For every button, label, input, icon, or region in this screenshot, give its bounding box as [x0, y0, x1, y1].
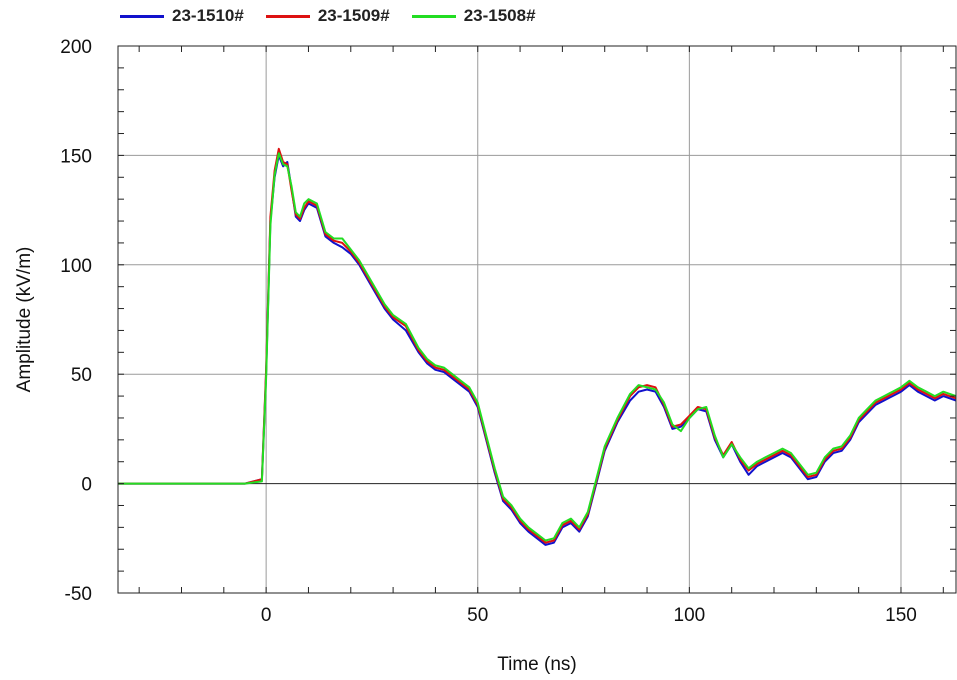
- legend-label-series-3: 23-1508#: [463, 6, 536, 25]
- y-tick-label: 50: [71, 365, 92, 386]
- plot-frame: [117, 45, 957, 594]
- y-axis-title: Amplitude (kV/m): [14, 247, 35, 393]
- x-axis-title: Time (ns): [497, 654, 577, 675]
- series-group: [118, 147, 957, 546]
- legend: 23-1510# 23-1509# 23-1508#: [120, 6, 536, 26]
- y-tick-label: 100: [60, 256, 92, 277]
- x-tick-label: 0: [261, 605, 272, 626]
- grid: [118, 46, 956, 593]
- legend-item-series-2: 23-1509#: [265, 6, 390, 26]
- y-tick-label: 0: [81, 475, 92, 496]
- legend-item-series-1: 23-1510#: [120, 6, 244, 26]
- y-tick-label: 150: [60, 146, 92, 167]
- legend-swatch-series-2: [265, 14, 310, 18]
- series-line-1: [118, 154, 957, 546]
- legend-item-series-3: 23-1508#: [411, 6, 536, 26]
- series-line-3: [118, 152, 957, 542]
- legend-swatch-series-1: [120, 14, 164, 18]
- x-tick-label: 150: [885, 605, 917, 626]
- y-tick-label: -50: [65, 584, 92, 605]
- x-tick-label: 100: [674, 605, 706, 626]
- ticks: [118, 45, 956, 594]
- x-tick-label: 50: [467, 605, 488, 626]
- legend-label-series-2: 23-1509#: [317, 6, 390, 25]
- legend-label-series-1: 23-1510#: [172, 6, 244, 25]
- y-tick-label: 200: [60, 37, 92, 58]
- legend-swatch-series-3: [411, 14, 456, 18]
- tick-labels: 0 50 100 150 -50 0 50 100 150 200: [60, 37, 917, 626]
